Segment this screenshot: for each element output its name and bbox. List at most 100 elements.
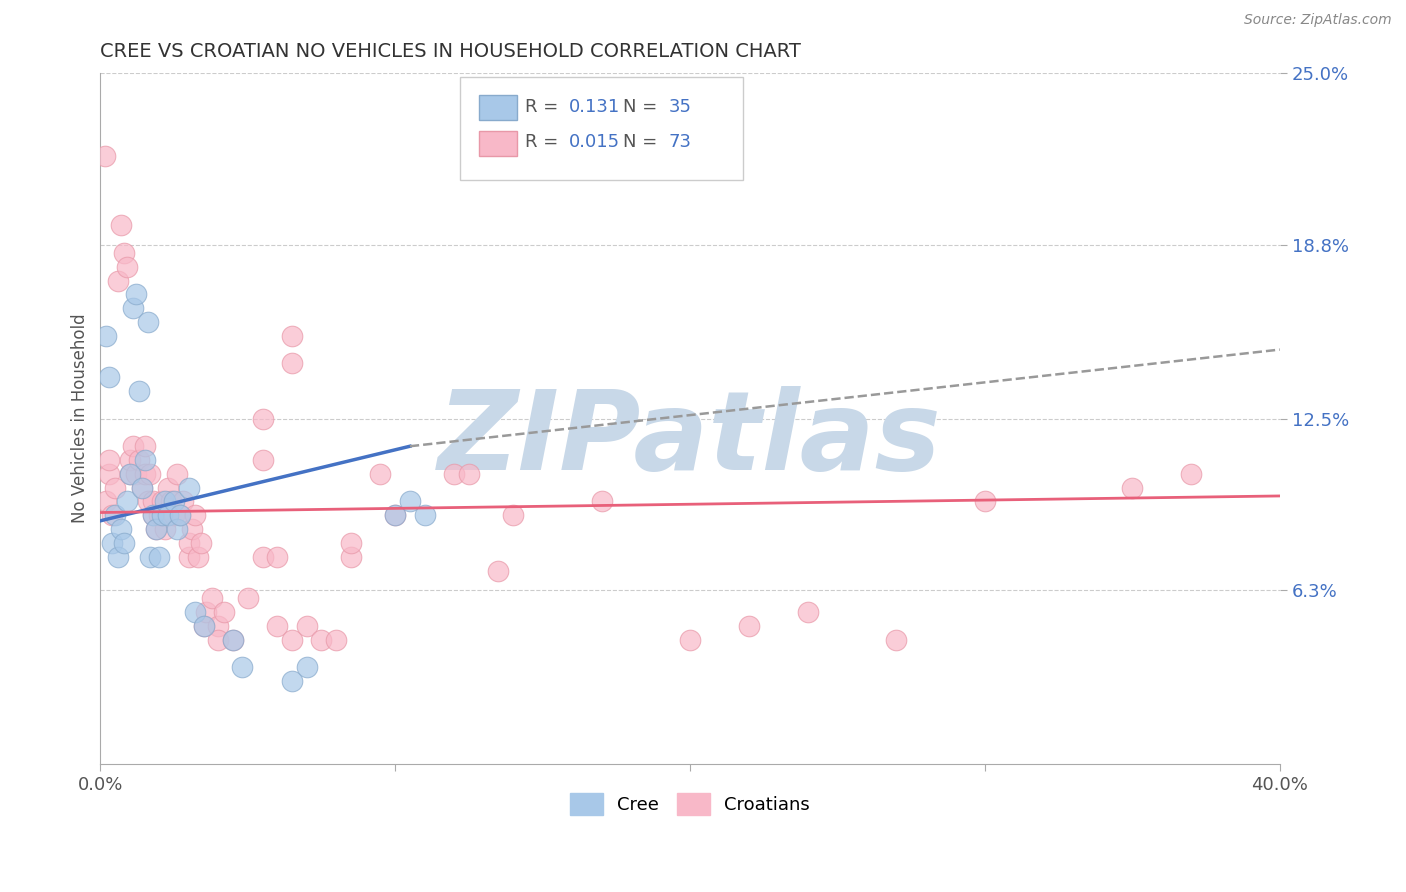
- Legend: Cree, Croatians: Cree, Croatians: [561, 784, 818, 824]
- Point: [142, 508, 165, 523]
- Point: [104, 508, 127, 523]
- Point: [502, 508, 524, 523]
- Point: [121, 301, 143, 315]
- Point: [311, 632, 333, 647]
- Text: Source: ZipAtlas.com: Source: ZipAtlas.com: [1244, 13, 1392, 28]
- Point: [166, 522, 188, 536]
- Point: [150, 508, 173, 523]
- Point: [281, 673, 304, 688]
- Point: [1180, 467, 1202, 481]
- Point: [169, 508, 191, 523]
- Point: [101, 536, 124, 550]
- Point: [738, 619, 761, 633]
- Point: [340, 549, 363, 564]
- Point: [679, 632, 702, 647]
- Point: [139, 467, 162, 481]
- Point: [98, 453, 121, 467]
- Point: [1121, 481, 1143, 495]
- Point: [266, 549, 288, 564]
- Point: [110, 522, 132, 536]
- Point: [134, 467, 156, 481]
- Point: [134, 453, 156, 467]
- Point: [157, 508, 180, 523]
- Point: [384, 508, 406, 523]
- Point: [145, 522, 167, 536]
- Point: [252, 411, 274, 425]
- Point: [112, 536, 135, 550]
- Point: [591, 494, 613, 508]
- Point: [187, 549, 209, 564]
- Point: [118, 467, 141, 481]
- Point: [94, 149, 117, 163]
- Point: [169, 508, 191, 523]
- Point: [183, 508, 205, 523]
- Point: [121, 439, 143, 453]
- Point: [172, 494, 194, 508]
- Point: [142, 508, 165, 523]
- Point: [139, 549, 162, 564]
- Point: [98, 370, 121, 384]
- Text: R =: R =: [524, 97, 564, 116]
- Point: [212, 605, 235, 619]
- Point: [142, 494, 165, 508]
- Point: [101, 508, 124, 523]
- Point: [384, 508, 406, 523]
- Point: [163, 508, 186, 523]
- Point: [281, 328, 304, 343]
- Y-axis label: No Vehicles in Household: No Vehicles in Household: [72, 314, 89, 524]
- Point: [370, 467, 392, 481]
- Point: [207, 619, 229, 633]
- Point: [136, 315, 159, 329]
- Point: [118, 467, 141, 481]
- Text: 35: 35: [669, 97, 692, 116]
- Point: [136, 494, 159, 508]
- Point: [486, 564, 509, 578]
- Point: [110, 219, 132, 233]
- Point: [201, 591, 224, 606]
- FancyBboxPatch shape: [479, 95, 516, 120]
- Point: [128, 453, 150, 467]
- Point: [413, 508, 436, 523]
- Point: [107, 549, 129, 564]
- Point: [183, 605, 205, 619]
- Point: [180, 522, 202, 536]
- Point: [163, 494, 186, 508]
- Point: [115, 260, 138, 274]
- Point: [281, 632, 304, 647]
- Point: [193, 619, 215, 633]
- Point: [104, 481, 127, 495]
- Point: [112, 246, 135, 260]
- Point: [150, 494, 173, 508]
- Point: [266, 619, 288, 633]
- Point: [155, 494, 177, 508]
- Point: [231, 660, 253, 674]
- Point: [193, 619, 215, 633]
- Text: 0.131: 0.131: [568, 97, 620, 116]
- Point: [125, 287, 148, 301]
- Point: [886, 632, 908, 647]
- Point: [128, 384, 150, 398]
- Point: [98, 467, 121, 481]
- Text: ZIPatlas: ZIPatlas: [439, 386, 942, 493]
- Point: [160, 494, 183, 508]
- Text: N =: N =: [623, 97, 662, 116]
- Point: [125, 467, 148, 481]
- Point: [340, 536, 363, 550]
- Text: 73: 73: [669, 134, 692, 152]
- Point: [145, 522, 167, 536]
- Point: [131, 481, 153, 495]
- Point: [148, 549, 170, 564]
- Point: [177, 549, 200, 564]
- Point: [177, 481, 200, 495]
- Point: [155, 522, 177, 536]
- Point: [252, 453, 274, 467]
- Point: [107, 274, 129, 288]
- Point: [166, 467, 188, 481]
- Point: [399, 494, 422, 508]
- Point: [974, 494, 997, 508]
- Point: [222, 632, 245, 647]
- Point: [236, 591, 259, 606]
- Point: [443, 467, 465, 481]
- Point: [295, 619, 318, 633]
- Point: [207, 632, 229, 647]
